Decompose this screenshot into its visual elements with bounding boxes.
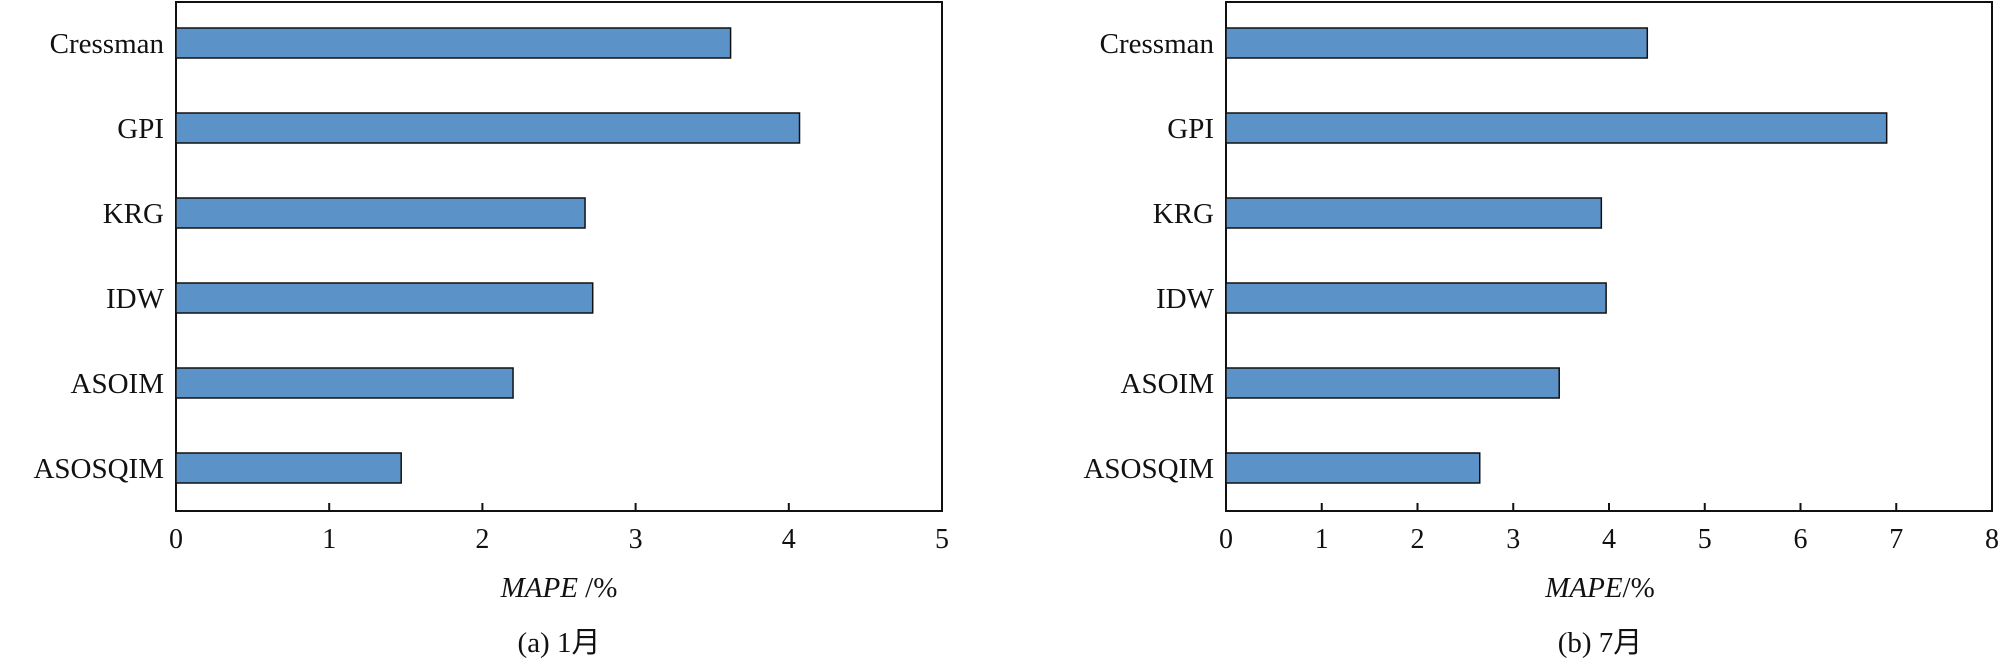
x-tick-label: 7 [1889, 524, 1903, 555]
bar-asoim [1225, 367, 1560, 399]
x-tick-label: 0 [169, 524, 183, 555]
panel-caption: (a) 1月 [518, 627, 601, 659]
category-label: KRG [1153, 198, 1214, 230]
category-label: IDW [1156, 283, 1215, 315]
x-axis-label: MAPE /% [500, 572, 618, 604]
panel-caption: (b) 7月 [1558, 627, 1643, 659]
bar-cressman [1225, 27, 1649, 59]
bar-gpi [1225, 112, 1888, 144]
x-tick-label: 0 [1219, 524, 1233, 555]
category-label: Cressman [1100, 28, 1215, 60]
x-tick-label: 2 [1411, 524, 1425, 555]
x-tick-label: 5 [935, 524, 949, 555]
category-label: ASOSQIM [1083, 453, 1214, 485]
category-label: ASOSQIM [33, 453, 164, 485]
bar-asosqim [175, 452, 402, 484]
category-label: Cressman [50, 28, 165, 60]
chart-panel-a: Cressman GPI KRG IDW ASOIM ASOSQIM 0 1 2 3 4 5 MAP… [33, 1, 949, 659]
category-label: ASOIM [71, 368, 164, 400]
x-axis-label: MAPE/% [1544, 572, 1655, 604]
x-tick-label: 5 [1698, 524, 1712, 555]
bar-asosqim [1225, 452, 1481, 484]
category-label: IDW [106, 283, 165, 315]
category-label: ASOIM [1121, 368, 1214, 400]
plot-frame [175, 1, 943, 512]
bar-idw [1225, 282, 1607, 314]
bar-idw [175, 282, 594, 314]
category-labels: Cressman GPI KRG IDW ASOIM ASOSQIM [1083, 28, 1214, 485]
plot-frame [1225, 1, 1993, 512]
bar-krg [175, 197, 586, 229]
x-tick-label: 3 [629, 524, 643, 555]
x-tick-label: 2 [475, 524, 489, 555]
x-tick-label: 4 [782, 524, 796, 555]
x-tick-label: 6 [1794, 524, 1808, 555]
category-label: KRG [103, 198, 164, 230]
x-axis-ticks: 0 1 2 3 4 5 6 7 8 [1219, 503, 1999, 555]
x-tick-label: 1 [1315, 524, 1329, 555]
bar-group [1225, 27, 1888, 484]
bar-krg [1225, 197, 1603, 229]
category-labels: Cressman GPI KRG IDW ASOIM ASOSQIM [33, 28, 164, 485]
x-tick-label: 4 [1602, 524, 1616, 555]
bar-gpi [175, 112, 801, 144]
category-label: GPI [1167, 113, 1214, 145]
bar-cressman [175, 27, 732, 59]
x-tick-label: 8 [1985, 524, 1999, 555]
bar-asoim [175, 367, 514, 399]
x-tick-label: 1 [322, 524, 336, 555]
x-tick-label: 3 [1506, 524, 1520, 555]
x-axis-ticks: 0 1 2 3 4 5 [169, 503, 949, 555]
category-label: GPI [117, 113, 164, 145]
bar-group [175, 27, 801, 484]
